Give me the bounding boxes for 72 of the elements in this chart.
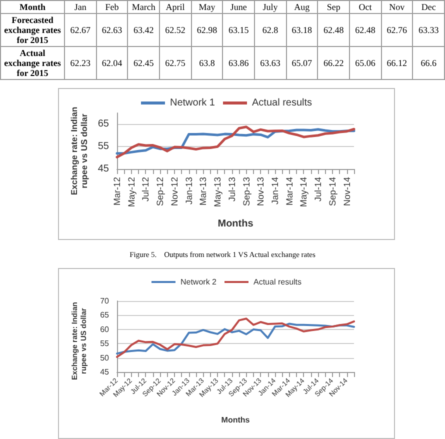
data-label: 62.75 <box>159 46 192 80</box>
legend-label: Network 2 <box>180 278 218 286</box>
category-label: Aug <box>286 0 318 14</box>
data-label: 63.15 <box>222 14 254 46</box>
data-label: 63.86 <box>222 46 254 80</box>
x-tick-label: Sep-14 <box>327 177 338 206</box>
y-tick-label: 65 <box>98 118 110 130</box>
x-tick-label: Nov-13 <box>256 177 266 206</box>
x-tick-label: May-12 <box>126 177 136 208</box>
category-label: Nov <box>381 0 413 14</box>
legend-label: Actual results <box>253 278 302 286</box>
x-tick-label: Jan-13 <box>184 177 194 205</box>
text: Actual exchange rates for 2015 <box>0 46 64 80</box>
legend-label: Network 1 <box>170 98 216 108</box>
text: Forecasted exchange rates for 2015 <box>0 14 64 46</box>
x-tick-label: Jul-14 <box>313 177 324 202</box>
data-label: 62.48 <box>349 14 382 46</box>
x-tick-label: Jul-12 <box>140 177 151 202</box>
x-tick-label: May-14 <box>298 177 309 208</box>
x-tick-label: Nov-12 <box>169 177 180 206</box>
data-label: 62.98 <box>191 14 223 46</box>
category-label: Feb <box>96 0 128 14</box>
x-tick-label: Mar-12 <box>112 177 122 206</box>
data-label: 65.06 <box>349 46 382 80</box>
data-label: 62.8 <box>254 14 286 46</box>
data-label: 66.6 <box>412 46 444 80</box>
category-label: April <box>159 0 192 14</box>
x-tick-label: Nov-14 <box>342 177 352 206</box>
x-tick-label: Sep-13 <box>241 177 252 206</box>
data-label: 62.04 <box>96 46 128 80</box>
text: Month <box>0 0 64 14</box>
data-label: 63.63 <box>254 46 286 80</box>
category-label: Dec <box>412 0 444 14</box>
data-label: 62.52 <box>159 14 192 46</box>
data-label: 63.8 <box>191 46 223 80</box>
data-label: 62.23 <box>64 46 96 80</box>
data-label: 62.67 <box>64 14 96 46</box>
y-tick-label: 50 <box>100 353 110 362</box>
category-label: Oct <box>349 0 382 14</box>
y-tick-label: 55 <box>98 141 110 152</box>
data-label: 66.22 <box>318 46 350 80</box>
data-label: 65.07 <box>286 46 318 80</box>
x-tick-label: Mar-14 <box>284 177 294 206</box>
data-label: 66.12 <box>381 46 413 80</box>
data-label: 62.45 <box>128 46 160 80</box>
data-label: 63.33 <box>412 14 444 46</box>
data-label: 62.63 <box>96 14 128 46</box>
category-label: July <box>254 0 286 14</box>
x-tick-label: Jan-14 <box>270 177 280 205</box>
y-tick-label: 65 <box>100 310 110 320</box>
data-label: 63.18 <box>286 14 318 46</box>
category-label: June <box>222 0 254 14</box>
category-label: March <box>128 0 160 14</box>
category-label: May <box>191 0 223 14</box>
data-label: 62.48 <box>318 14 350 46</box>
category-label: Sep <box>318 0 350 14</box>
x-tick-label: Jul-13 <box>226 177 237 202</box>
category-label: Jan <box>64 0 96 14</box>
data-label: 62.76 <box>381 14 413 46</box>
y-axis-title: Exchange rate: Indian rupee vs US dollar <box>68 106 90 198</box>
x-tick-label: May-13 <box>212 177 223 208</box>
x-axis-title: Months <box>218 218 254 230</box>
x-axis-title: Months <box>221 416 250 424</box>
x-tick-label: Sep-12 <box>155 177 166 206</box>
data-label: 63.42 <box>128 14 160 46</box>
y-tick-label: 70 <box>100 296 110 306</box>
legend-label: Actual results <box>252 98 312 108</box>
y-tick-label: 60 <box>100 324 110 334</box>
y-tick-label: 45 <box>100 368 110 376</box>
y-tick-label: 55 <box>100 339 110 348</box>
x-tick-label: Mar-13 <box>198 177 208 206</box>
y-tick-label: 45 <box>98 164 110 174</box>
